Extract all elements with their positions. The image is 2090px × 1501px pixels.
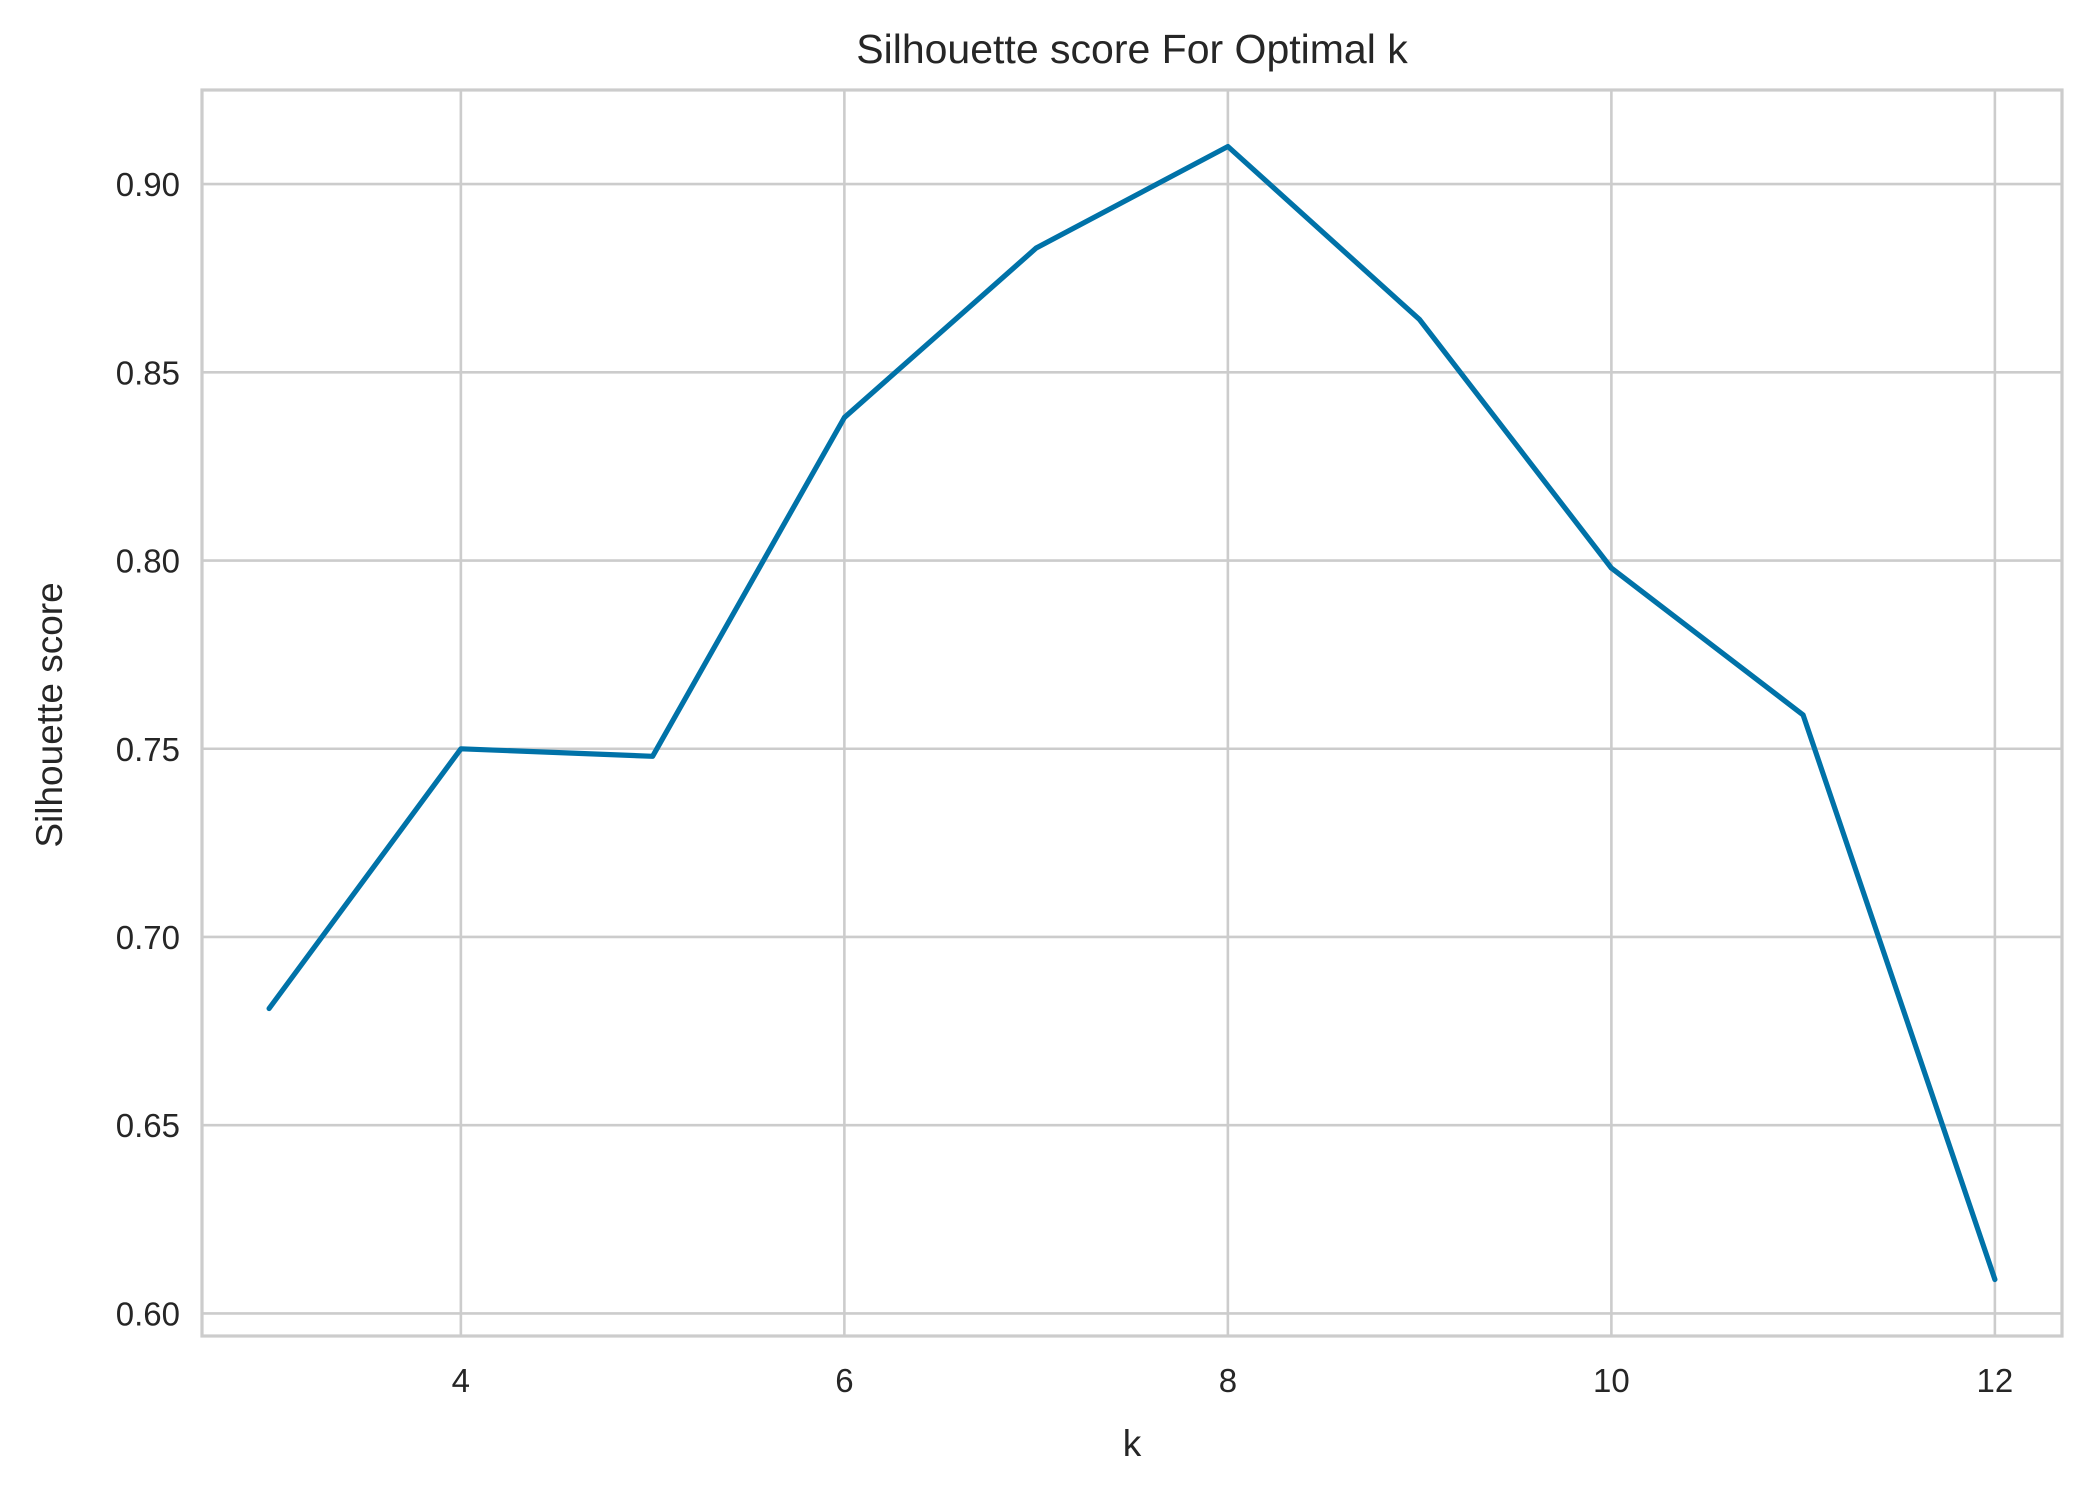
y-axis-label: Silhouette score bbox=[29, 582, 70, 847]
x-tick-label: 12 bbox=[1977, 1362, 2014, 1399]
x-tick-label: 10 bbox=[1593, 1362, 1630, 1399]
x-axis-label: k bbox=[1123, 1423, 1142, 1464]
y-tick-label: 0.80 bbox=[116, 543, 180, 580]
y-tick-label: 0.60 bbox=[116, 1295, 180, 1332]
y-tick-label: 0.85 bbox=[116, 354, 180, 391]
x-tick-label: 8 bbox=[1219, 1362, 1237, 1399]
y-tick-label: 0.90 bbox=[116, 166, 180, 203]
series-line bbox=[266, 143, 1998, 1283]
series-layer bbox=[266, 143, 1998, 1283]
y-tick-label: 0.65 bbox=[116, 1107, 180, 1144]
chart-title: Silhouette score For Optimal k bbox=[856, 26, 1408, 72]
plot-frame bbox=[200, 88, 2064, 1338]
y-tick-label: 0.75 bbox=[116, 731, 180, 768]
x-tick-label: 4 bbox=[452, 1362, 470, 1399]
x-tick-label: 6 bbox=[835, 1362, 853, 1399]
y-tick-labels: 0.60 0.65 0.70 0.75 0.80 0.85 0.90 bbox=[116, 166, 180, 1332]
grid-layer bbox=[202, 90, 2062, 1336]
x-tick-labels: 4 6 8 10 12 bbox=[452, 1362, 2014, 1399]
y-tick-label: 0.70 bbox=[116, 919, 180, 956]
